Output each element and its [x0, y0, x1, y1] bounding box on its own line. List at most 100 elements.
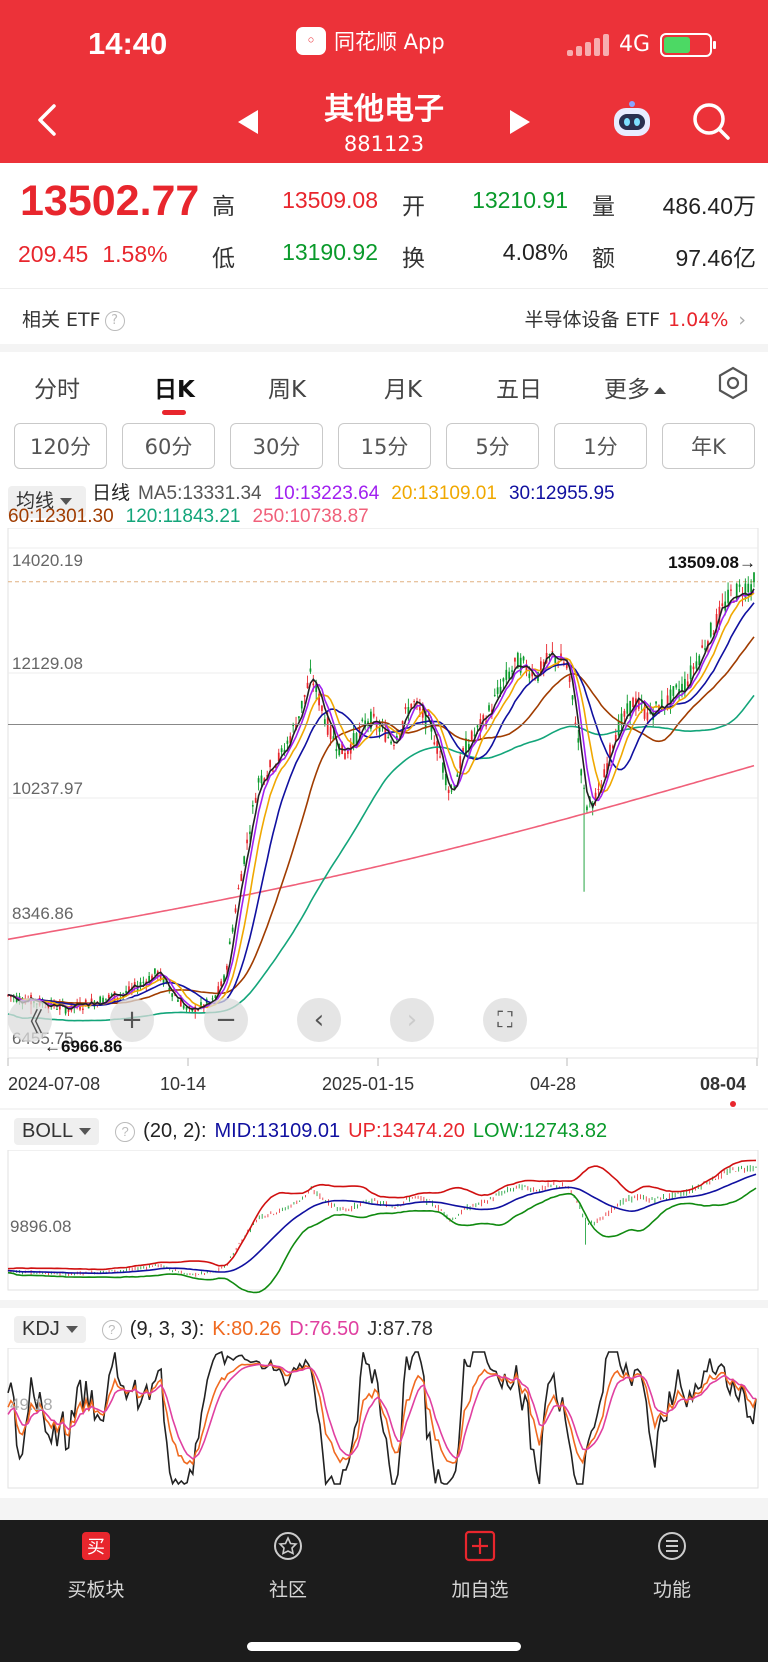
candle-body: [194, 1006, 197, 1014]
period-1min[interactable]: 1分: [554, 423, 647, 469]
candle-body: [378, 726, 381, 732]
candle-body: [211, 998, 214, 1000]
candle-body: [649, 705, 652, 714]
period-5min[interactable]: 5分: [446, 423, 539, 469]
kdj-d-line: [7, 1363, 757, 1460]
candle-body: [228, 941, 231, 945]
settings-hexagon-icon[interactable]: [716, 366, 750, 400]
candle-body: [410, 703, 413, 709]
candle-body: [177, 999, 179, 1002]
ma30-value: 30:12955.95: [508, 483, 615, 504]
candle-body: [614, 734, 617, 741]
period-30min[interactable]: 30分: [230, 423, 323, 469]
kdj-chart[interactable]: 49.18: [0, 1348, 768, 1498]
candle-body: [430, 722, 433, 732]
candle-body: [660, 699, 663, 710]
candle-body: [341, 741, 343, 754]
candle-body: [447, 789, 450, 793]
candle-body: [646, 712, 649, 721]
kline-type-label: 日线: [92, 483, 131, 504]
back-arrow-icon[interactable]: [30, 100, 66, 140]
candle-body: [577, 738, 580, 743]
candle-body: [329, 726, 332, 740]
help-icon[interactable]: ?: [104, 310, 125, 331]
candle-body: [433, 742, 436, 745]
candle-body: [240, 874, 243, 882]
kdj-k: K:80.26: [212, 1318, 282, 1340]
candle-body: [459, 756, 462, 769]
related-etf-row[interactable]: 相关 ETF? 半导体设备 ETF 1.04% ›: [0, 288, 768, 344]
etf-link[interactable]: 半导体设备 ETF 1.04% ›: [524, 305, 746, 332]
tab-more[interactable]: 更多: [604, 370, 666, 404]
candle-body: [735, 583, 738, 600]
candle-body: [583, 787, 585, 789]
boll-up: UP:13474.20: [348, 1120, 465, 1142]
stock-code: 881123: [343, 132, 425, 156]
candle-body: [110, 994, 113, 996]
tab-daily-k[interactable]: 日K: [154, 377, 195, 403]
search-icon[interactable]: [690, 100, 732, 142]
candle-body: [491, 709, 493, 713]
period-15min[interactable]: 15分: [338, 423, 431, 469]
kdj-frame: [7, 1348, 759, 1489]
robot-assistant-icon[interactable]: [610, 100, 654, 140]
tab-monthly-k[interactable]: 月K: [384, 377, 423, 403]
candle-body: [632, 697, 634, 708]
x-axis-label: 2025-01-15: [322, 1074, 414, 1094]
kdj-dropdown[interactable]: KDJ: [14, 1316, 86, 1343]
candle-body: [675, 684, 678, 688]
fullscreen-button[interactable]: ⛶: [483, 998, 527, 1042]
zoom-in-button[interactable]: +: [110, 998, 154, 1042]
open-label: 开: [402, 194, 425, 220]
boll-dropdown[interactable]: BOLL: [14, 1118, 100, 1145]
next-stock-arrow-icon[interactable]: [510, 110, 530, 134]
nav-community[interactable]: 社区: [228, 1530, 348, 1602]
candle-body: [681, 683, 683, 692]
scroll-left-button[interactable]: 《: [8, 998, 52, 1042]
nav-functions-label: 功能: [652, 1579, 691, 1601]
candle-body: [64, 1007, 67, 1014]
tab-intraday[interactable]: 分时: [34, 377, 80, 403]
prev-stock-arrow-icon[interactable]: [238, 110, 258, 134]
tab-five-day[interactable]: 五日: [496, 377, 542, 403]
period-120min[interactable]: 120分: [14, 423, 107, 469]
zoom-out-button[interactable]: −: [204, 998, 248, 1042]
candle-body: [332, 736, 335, 741]
page-title: 其他电子: [324, 92, 444, 127]
x-axis-label: 10-14: [160, 1074, 206, 1094]
period-yearly-k[interactable]: 年K: [662, 423, 755, 469]
candle-body: [565, 664, 568, 669]
nav-functions[interactable]: 功能: [612, 1530, 732, 1602]
move-right-button[interactable]: ›: [390, 998, 434, 1042]
candle-body: [370, 711, 372, 729]
indicator-dropdown[interactable]: 均线: [8, 486, 86, 518]
boll-mid-line: [7, 1173, 757, 1275]
candle-body: [139, 982, 142, 986]
candle-body: [67, 1009, 70, 1012]
kline-chart[interactable]: 14020.1912129.0810237.978346.866455.7513…: [0, 528, 768, 1108]
open-value: 13210.91: [472, 187, 568, 213]
kdj-help-icon[interactable]: ?: [101, 1319, 122, 1340]
chevron-down-icon: [60, 498, 73, 506]
turnover-label: 换: [402, 246, 425, 272]
tab-weekly-k[interactable]: 周K: [268, 377, 307, 403]
boll-chart[interactable]: 9896.08: [0, 1150, 768, 1300]
candle-body: [750, 584, 752, 593]
candle-body: [470, 731, 473, 740]
candle-body: [226, 965, 228, 970]
signal-icon: [566, 33, 609, 56]
active-tab-indicator: [162, 410, 186, 415]
period-60min[interactable]: 60分: [122, 423, 215, 469]
nav-add-watchlist[interactable]: 加自选: [420, 1530, 540, 1602]
candle-body: [620, 713, 623, 725]
move-left-button[interactable]: ‹: [297, 998, 341, 1042]
candle-body: [254, 797, 257, 803]
candle-body: [407, 707, 410, 716]
candle-body: [272, 770, 274, 772]
candle-body: [107, 994, 110, 999]
chart-toolbar: 《 + − ‹ › ⛶: [0, 998, 768, 1044]
volume-label: 量: [592, 194, 615, 220]
nav-buy-sector[interactable]: 买 买板块: [36, 1530, 156, 1602]
boll-help-icon[interactable]: ?: [115, 1121, 136, 1142]
candle-body: [318, 693, 320, 706]
